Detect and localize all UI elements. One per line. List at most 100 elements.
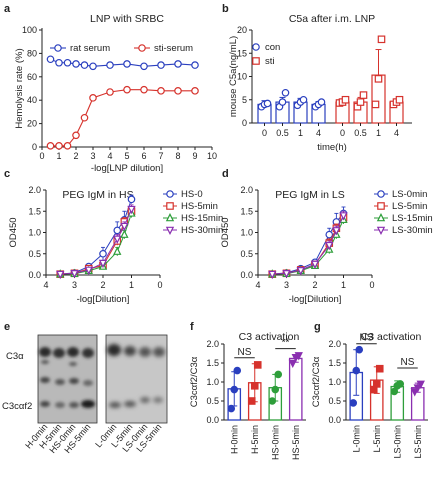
a-point-0-1 [55, 58, 63, 67]
f-dot-3-2 [294, 352, 303, 361]
f-dot-1-0 [247, 397, 256, 405]
b-x-tick-label-1-0: 0 [340, 128, 345, 138]
a-point-1-9 [157, 87, 165, 95]
a-legend-label-1: sti-serum [154, 43, 193, 54]
d-point-3-1 [282, 270, 291, 279]
f-x-tick-label-1: H-5min [250, 425, 260, 454]
panel-label-g: g [314, 321, 321, 333]
a-point-1-7 [123, 85, 131, 94]
d-legend-label-2: LS-15min [392, 213, 433, 224]
d-x-tick-label-3: 1 [341, 280, 346, 290]
a-series-line-0 [50, 58, 196, 67]
g-sig-label-1: NS [401, 357, 415, 368]
f-y-tick-label-2: 1.0 [206, 377, 219, 387]
c-x-tick-label-3: 1 [129, 280, 134, 290]
c-legend-marker-2 [165, 212, 175, 222]
d-y-tick-label-4: 2.0 [240, 185, 253, 195]
g-y-tick-label-3: 1.5 [328, 358, 341, 368]
a-x-tick-label-10: 10 [207, 151, 217, 161]
g-y-tick-label-0: 0.0 [328, 415, 341, 425]
panel-label-b: b [222, 3, 229, 15]
d-legend-marker-1 [377, 202, 385, 210]
g-dot-2-0 [390, 387, 399, 396]
a-x-tick-label-8: 8 [175, 151, 180, 161]
a-point-1-1 [55, 142, 63, 150]
a-legend-label-0: rat serum [70, 43, 110, 54]
g-x-tick-label-1: L-5min [372, 425, 382, 453]
f-dot-0-2 [233, 366, 242, 375]
f-dot-2-1 [271, 385, 280, 394]
d-title: PEG IgM in LS [275, 189, 344, 201]
a-y-tick-label-5: 100 [22, 25, 37, 35]
a-y-tick-label-2: 40 [27, 95, 37, 105]
b-y-tick-label-0: 0 [242, 118, 247, 128]
c-y-tick-label-1: 0.5 [28, 249, 41, 259]
b-x-tick-label-0-0: 0 [262, 128, 267, 138]
a-point-0-9 [157, 61, 165, 69]
a-x-tick-label-6: 6 [141, 151, 146, 161]
blot-bands-left [39, 347, 95, 408]
a-point-0-7 [123, 60, 131, 68]
f-y-tick-label-4: 2.0 [206, 339, 219, 349]
a-y-axis-label: Hemolysis rate (%) [14, 48, 25, 128]
a-point-0-0 [46, 55, 55, 64]
a-x-tick-label-3: 3 [90, 151, 95, 161]
a-point-1-3 [72, 131, 80, 140]
c-legend-label-0: HS-0 [181, 189, 203, 200]
g-dot-3-1 [413, 384, 422, 393]
g-title: C3 activation [361, 331, 422, 343]
f-sig-label-0: NS [238, 347, 252, 358]
f-dot-3-0 [288, 359, 297, 369]
f-sig-label-1: ** [282, 338, 290, 349]
a-point-1-8 [140, 85, 148, 94]
b-legend-label-1: sti [265, 56, 275, 67]
a-point-0-3 [72, 60, 80, 68]
b-x-axis-label: time(h) [317, 142, 347, 153]
g-dot-3-2 [416, 380, 425, 389]
a-y-tick-label-3: 60 [27, 72, 37, 82]
c-x-tick-label-4: 0 [157, 280, 162, 290]
g-y-tick-label-4: 2.0 [328, 339, 341, 349]
f-x-tick-label-0: H-0min [229, 425, 239, 454]
c-y-tick-label-4: 2.0 [28, 185, 41, 195]
a-title: LNP with SRBC [90, 13, 164, 25]
d-x-tick-label-1: 3 [284, 280, 289, 290]
c-point-3-3 [98, 259, 108, 269]
d-y-tick-label-1: 0.5 [240, 249, 253, 259]
g-dot-2-2 [396, 380, 405, 388]
a-x-tick-label-2: 2 [73, 151, 78, 161]
d-legend-label-3: LS-30min [392, 225, 433, 236]
a-x-tick-label-4: 4 [107, 151, 112, 161]
b-legend-marker-0 [252, 43, 260, 51]
a-point-1-6 [106, 88, 114, 96]
b-y-tick-label-1: 5 [242, 95, 247, 105]
blot-band-label-c3caf2: C3cαf2 [2, 401, 32, 412]
a-legend-marker-0 [54, 44, 62, 52]
a-point-0-2 [63, 58, 72, 67]
a-x-tick-label-7: 7 [158, 151, 163, 161]
b-title: C5a after i.m. LNP [289, 13, 375, 25]
c-legend-marker-1 [166, 202, 174, 210]
f-title: C3 activation [239, 331, 300, 343]
f-y-tick-label-0: 0.0 [206, 415, 219, 425]
d-x-tick-label-2: 2 [312, 280, 317, 290]
f-x-tick-label-3: HS-5min [291, 425, 301, 460]
a-point-0-6 [106, 61, 114, 69]
b-x-tick-label-0-1: 0.5 [276, 128, 289, 138]
b-legend-label-0: con [265, 42, 280, 53]
b-y-tick-label-2: 10 [237, 72, 247, 82]
b-dot-0-1-2 [281, 88, 290, 97]
g-y-axis-label: C3cαf2/C3α [311, 356, 322, 407]
c-point-2-4 [113, 246, 122, 255]
d-x-tick-label-4: 0 [369, 280, 374, 290]
b-dot-1-1-2 [359, 91, 368, 99]
a-point-1-11 [191, 87, 199, 95]
b-dot-0-1-1 [278, 98, 287, 106]
chart-g-c3-activation-l: 0.0 0.5 1.0 1.5 2.0 C3cαf2/C3α C3 activation L-… [311, 331, 428, 459]
c-x-axis-label: -log[Dilution] [77, 294, 130, 305]
d-point-3-5 [332, 227, 341, 236]
d-y-tick-label-2: 1.0 [240, 228, 253, 238]
f-y-tick-label-3: 1.5 [206, 358, 219, 368]
c-legend-label-2: HS-15min [181, 213, 223, 224]
